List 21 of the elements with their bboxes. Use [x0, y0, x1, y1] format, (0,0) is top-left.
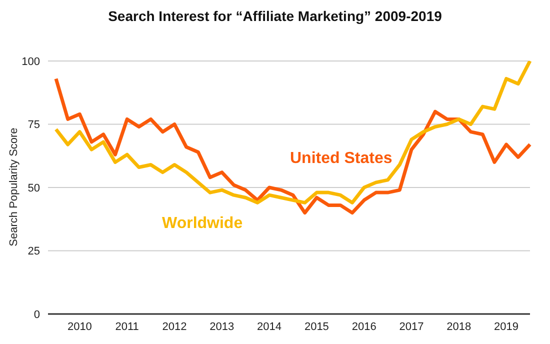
- line-series: [54, 76, 532, 215]
- x-tick-label: 2017: [399, 320, 424, 333]
- y-axis-title: Search Popularity Score: [8, 128, 20, 246]
- y-tick-label: 100: [22, 56, 40, 68]
- y-tick-label: 25: [28, 246, 40, 258]
- y-tick-label: 0: [34, 308, 40, 321]
- series-label: Worldwide: [162, 215, 243, 233]
- y-tick-label: 75: [28, 119, 40, 132]
- x-tick-label: 2012: [162, 320, 187, 333]
- series-label: United States: [290, 150, 392, 168]
- chart-title: Search Interest for “Affiliate Marketing” 2009-2019: [107, 8, 443, 24]
- x-tick-label: 2013: [210, 320, 234, 333]
- line-series: [54, 61, 532, 204]
- y-tick-label: 50: [28, 182, 40, 194]
- x-tick-label: 2018: [446, 320, 472, 333]
- x-tick-label: 2019: [494, 320, 519, 333]
- x-tick-label: 2014: [257, 320, 282, 333]
- x-tick-label: 2016: [352, 320, 376, 333]
- x-tick-label: 2011: [115, 320, 139, 333]
- x-tick-label: 2010: [67, 320, 92, 333]
- x-tick-label: 2015: [304, 320, 329, 333]
